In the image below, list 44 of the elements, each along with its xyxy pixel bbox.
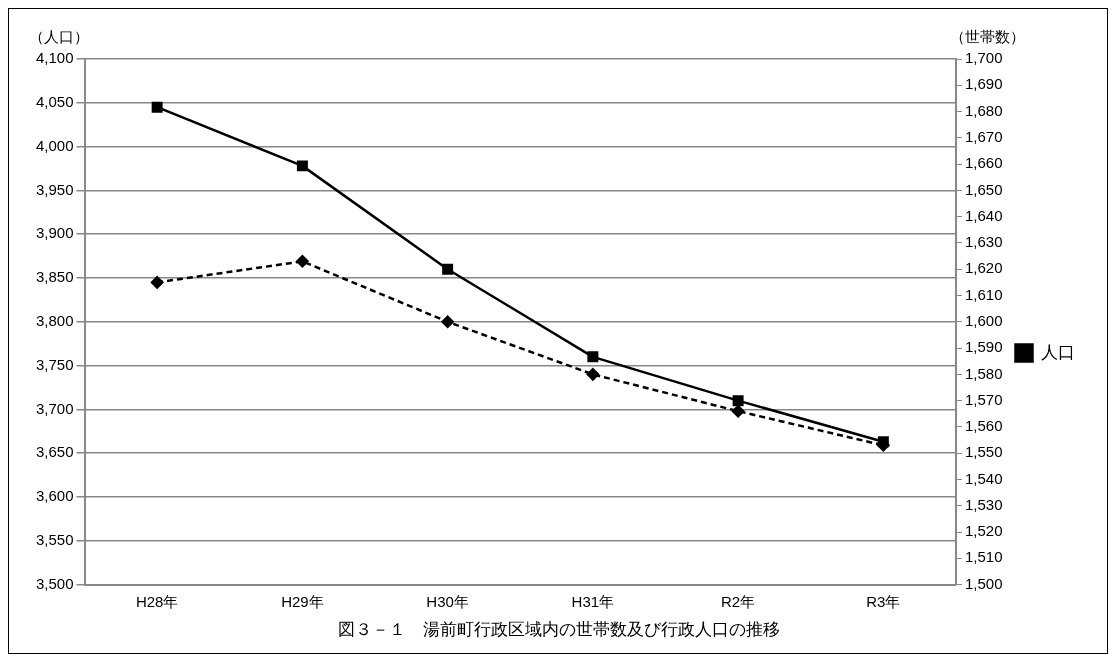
y-tick-label: 3,900 xyxy=(35,224,74,242)
y2-tick-label: 1,590 xyxy=(964,338,1003,356)
y2-tick-label: 1,550 xyxy=(964,443,1003,461)
y2-tick-label: 1,690 xyxy=(964,75,1003,93)
y2-tick-label: 1,630 xyxy=(964,233,1003,251)
y2-tick-label: 1,570 xyxy=(964,390,1003,408)
y2-tick-label: 1,620 xyxy=(964,259,1003,277)
y-tick-label: 3,550 xyxy=(35,530,74,548)
y-tick-label: 4,100 xyxy=(35,49,74,67)
y2-tick-label: 1,660 xyxy=(964,154,1003,172)
x-tick-label: H28年 xyxy=(135,592,179,610)
y-tick-label: 3,800 xyxy=(35,311,74,329)
y-tick-label: 3,850 xyxy=(35,268,74,286)
x-tick-label: R3年 xyxy=(866,592,901,610)
y2-tick-label: 1,540 xyxy=(964,469,1003,487)
y2-axis-title: （世帯数） xyxy=(949,27,1025,45)
y2-tick-label: 1,610 xyxy=(964,285,1003,303)
y-axis-title: （人口） xyxy=(29,27,89,45)
y-tick-label: 4,050 xyxy=(35,92,74,110)
y2-tick-label: 1,560 xyxy=(964,417,1003,435)
y2-tick-label: 1,520 xyxy=(964,522,1003,540)
y2-tick-label: 1,650 xyxy=(964,180,1003,198)
y2-tick-label: 1,600 xyxy=(964,311,1003,329)
y-tick-label: 3,650 xyxy=(35,443,74,461)
y2-tick-label: 1,510 xyxy=(964,548,1003,566)
y2-tick-label: 1,680 xyxy=(964,101,1003,119)
y-tick-label: 3,700 xyxy=(35,399,74,417)
y2-tick-label: 1,580 xyxy=(964,364,1003,382)
y2-tick-label: 1,640 xyxy=(964,206,1003,224)
text: 図３－１ 湯前町行政区域内の世帯数及び行政人口の推移 xyxy=(338,620,780,640)
y-tick-label: 3,500 xyxy=(35,574,74,592)
x-tick-label: H29年 xyxy=(281,592,324,610)
y2-tick-label: 1,500 xyxy=(964,574,1003,592)
y2-tick-label: 1,670 xyxy=(964,127,1003,145)
x-tick-label: H31年 xyxy=(571,592,615,610)
y-tick-label: 3,600 xyxy=(35,487,74,505)
y2-tick-label: 1,700 xyxy=(964,49,1003,67)
y-tick-label: 4,000 xyxy=(35,136,74,154)
legend-label: 人口 xyxy=(1041,342,1075,362)
x-tick-label: H30年 xyxy=(426,592,469,610)
y-tick-label: 3,950 xyxy=(35,180,74,198)
y2-tick-label: 1,530 xyxy=(964,495,1003,513)
y-tick-label: 3,750 xyxy=(35,355,74,373)
x-tick-label: R2年 xyxy=(721,592,756,610)
